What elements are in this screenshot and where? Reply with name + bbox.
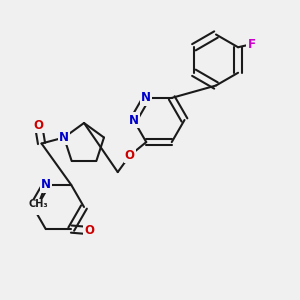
Text: N: N [59,131,69,144]
Text: N: N [141,92,151,104]
Text: N: N [28,200,38,214]
Text: O: O [125,149,135,162]
Text: O: O [84,224,94,237]
Text: N: N [128,113,139,127]
Text: O: O [34,119,44,132]
Text: N: N [41,178,51,191]
Text: F: F [248,38,256,51]
Text: CH₃: CH₃ [28,200,48,209]
